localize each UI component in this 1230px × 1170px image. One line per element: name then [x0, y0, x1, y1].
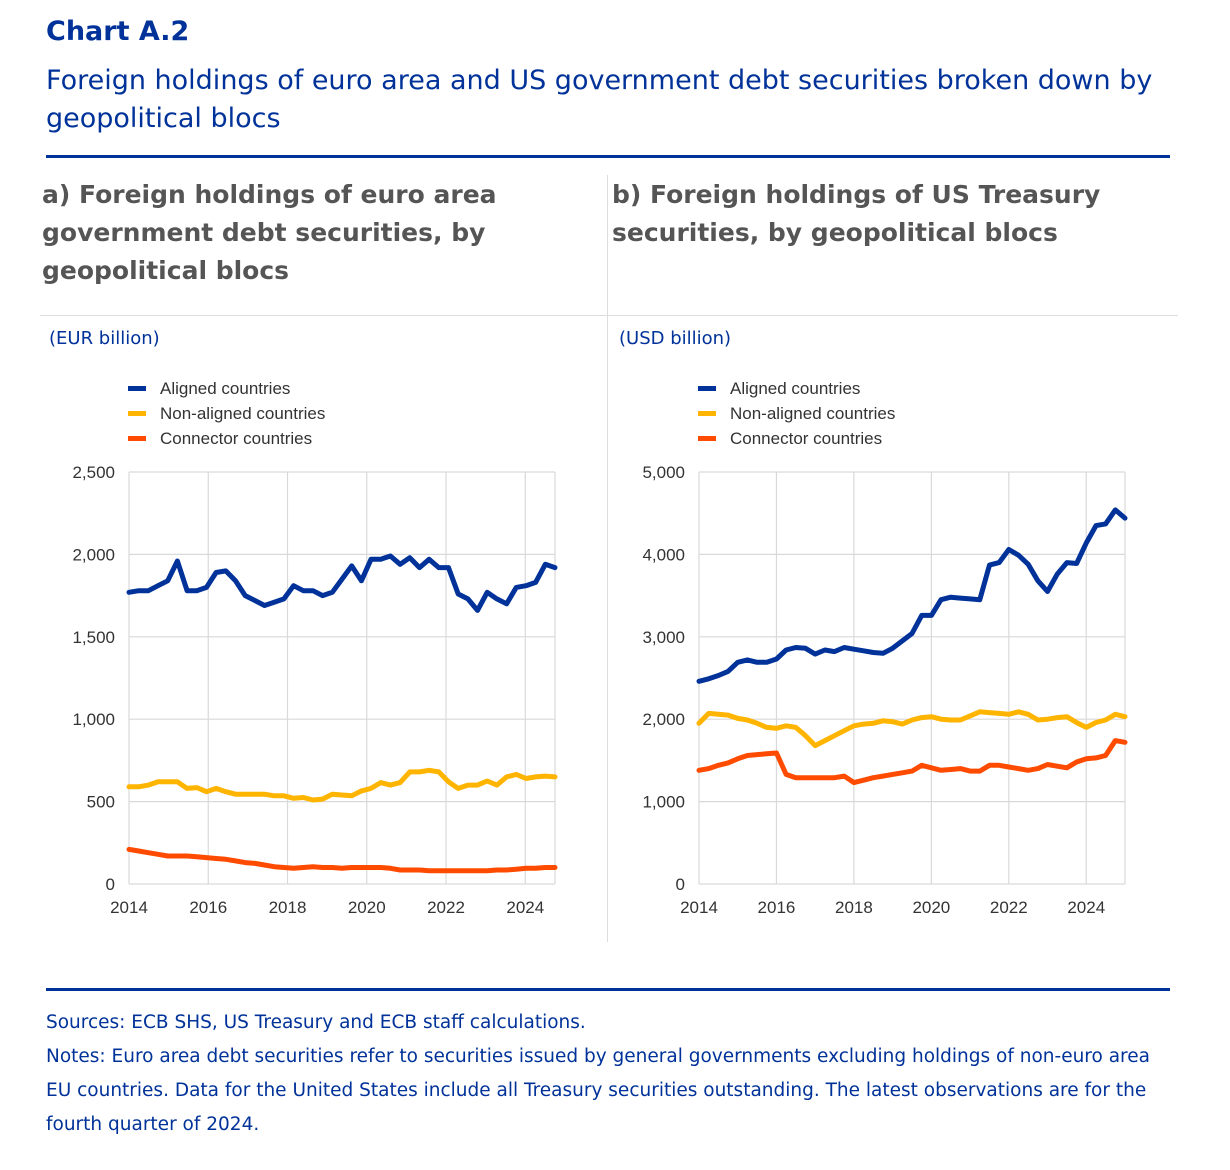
- legend-label: Non-aligned countries: [160, 403, 326, 423]
- legend-swatch: [128, 411, 146, 416]
- bottom-divider: [46, 988, 1170, 991]
- legend-label: Connector countries: [730, 428, 883, 448]
- y-tick-label: 2,500: [72, 463, 115, 482]
- series-line-aligned: [126, 553, 558, 613]
- legend-label: Aligned countries: [730, 378, 861, 398]
- legend-swatch: [698, 411, 716, 416]
- panel-divider: [607, 175, 608, 942]
- y-tick-label: 4,000: [642, 545, 685, 564]
- legend-label: Connector countries: [160, 428, 313, 448]
- header-divider: [40, 315, 1178, 316]
- y-tick-label: 0: [106, 875, 115, 894]
- panel-a-chart: 0 500 1,000 1,500 2,000 2,500 2014 2016 2018 2020…: [72, 463, 558, 917]
- legend-item-connector: Connector countries: [698, 426, 895, 451]
- panel-a-unit: (EUR billion): [49, 328, 160, 349]
- y-tick-label: 1,000: [642, 793, 685, 812]
- panel-a-legend: Aligned countries Non-aligned countries …: [128, 376, 325, 451]
- legend-item-aligned: Aligned countries: [698, 376, 895, 401]
- panel-b-unit: (USD billion): [619, 328, 732, 349]
- series-line-non-aligned: [126, 767, 558, 803]
- series-line-aligned: [696, 507, 1128, 684]
- x-tick-label: 2020: [912, 898, 950, 917]
- notes-text: Notes: Euro area debt securities refer t…: [46, 1046, 1150, 1135]
- series-line-connector: [696, 738, 1128, 786]
- legend-swatch: [128, 386, 146, 391]
- x-tick-label: 2016: [758, 898, 796, 917]
- legend-swatch: [128, 436, 146, 441]
- y-tick-label: 2,000: [642, 710, 685, 729]
- x-tick-label: 2018: [269, 898, 307, 917]
- legend-label: Aligned countries: [160, 378, 291, 398]
- legend-item-non-aligned: Non-aligned countries: [128, 401, 325, 426]
- x-tick-label: 2016: [189, 898, 227, 917]
- x-tick-label: 2018: [835, 898, 873, 917]
- y-tick-label: 1,500: [72, 628, 115, 647]
- top-divider: [46, 155, 1170, 158]
- y-tick-label: 500: [87, 793, 115, 812]
- x-tick-label: 2022: [990, 898, 1028, 917]
- panel-b-title: b) Foreign holdings of US Treasury secur…: [612, 180, 1101, 247]
- series-line-connector: [126, 846, 558, 874]
- x-tick-label: 2022: [427, 898, 465, 917]
- x-tick-label: 2024: [1067, 898, 1105, 917]
- footer: Sources: ECB SHS, US Treasury and ECB st…: [46, 1006, 1176, 1142]
- legend-item-aligned: Aligned countries: [128, 376, 325, 401]
- panel-b-chart: 0 1,000 2,000 3,000 4,000 5,000 2014 2016 2018 20…: [642, 463, 1128, 917]
- y-tick-label: 1,000: [72, 710, 115, 729]
- legend-label: Non-aligned countries: [730, 403, 896, 423]
- chart-title: Foreign holdings of euro area and US gov…: [46, 65, 1153, 134]
- x-tick-label: 2014: [110, 898, 148, 917]
- panel-a-title: a) Foreign holdings of euro area governm…: [42, 180, 497, 285]
- x-tick-label: 2014: [680, 898, 718, 917]
- legend-swatch: [698, 386, 716, 391]
- chart-label: Chart A.2: [46, 16, 190, 47]
- legend-item-connector: Connector countries: [128, 426, 325, 451]
- panel-b-legend: Aligned countries Non-aligned countries …: [698, 376, 895, 451]
- legend-item-non-aligned: Non-aligned countries: [698, 401, 895, 426]
- y-tick-label: 0: [676, 875, 685, 894]
- series-line-non-aligned: [696, 709, 1128, 749]
- sources-text: Sources: ECB SHS, US Treasury and ECB st…: [46, 1012, 586, 1033]
- legend-swatch: [698, 436, 716, 441]
- x-tick-label: 2020: [348, 898, 386, 917]
- y-tick-label: 2,000: [72, 545, 115, 564]
- y-tick-label: 3,000: [642, 628, 685, 647]
- y-tick-label: 5,000: [642, 463, 685, 482]
- x-tick-label: 2024: [506, 898, 544, 917]
